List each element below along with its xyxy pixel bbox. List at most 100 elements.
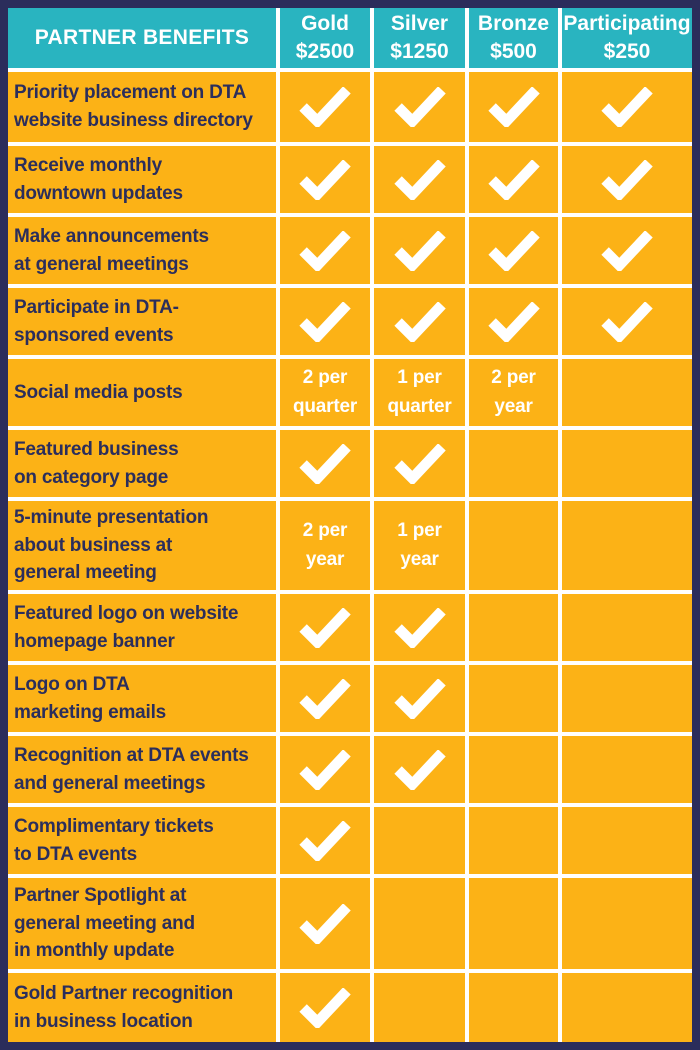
cell-r4-participating (562, 288, 692, 355)
tier-name: Gold (301, 12, 349, 36)
check-icon (487, 230, 540, 271)
benefit-monthly-updates: Receive monthly downtown updates (8, 146, 276, 213)
cell-r11-silver (374, 807, 465, 874)
check-icon (299, 678, 351, 719)
check-icon (601, 230, 653, 271)
cell-r7-gold: 2 per year (280, 501, 370, 590)
check-icon (393, 159, 446, 200)
cell-r9-participating (562, 665, 692, 732)
tier-header-silver: Silver $1250 (374, 8, 465, 68)
benefit-partner-spotlight: Partner Spotlight at general meeting and… (8, 878, 276, 969)
check-icon (393, 301, 446, 342)
cell-r4-gold (280, 288, 370, 355)
tier-header-participating: Participating $250 (562, 8, 692, 68)
cell-r10-bronze (469, 736, 558, 803)
check-icon (393, 678, 446, 719)
cell-r3-participating (562, 217, 692, 284)
benefit-announcements: Make announcements at general meetings (8, 217, 276, 284)
cell-r3-silver (374, 217, 465, 284)
cell-r13-participating (562, 973, 692, 1042)
cell-r4-silver (374, 288, 465, 355)
check-icon (601, 159, 653, 200)
cell-r10-silver (374, 736, 465, 803)
cell-r9-bronze (469, 665, 558, 732)
check-icon (601, 87, 653, 127)
check-icon (393, 749, 446, 790)
check-icon (299, 820, 351, 861)
check-icon (299, 230, 351, 271)
cell-r2-participating (562, 146, 692, 213)
benefits-header-label: PARTNER BENEFITS (34, 26, 250, 49)
cell-r9-gold (280, 665, 370, 732)
cell-r11-bronze (469, 807, 558, 874)
cell-r12-gold (280, 878, 370, 969)
tier-header-gold: Gold $2500 (280, 8, 370, 68)
check-icon (393, 87, 446, 127)
cell-r7-participating (562, 501, 692, 590)
check-icon (299, 607, 351, 648)
cell-r9-silver (374, 665, 465, 732)
cell-r8-bronze (469, 594, 558, 661)
cell-r11-gold (280, 807, 370, 874)
benefit-complimentary-tickets: Complimentary tickets to DTA events (8, 807, 276, 874)
check-icon (299, 443, 351, 484)
check-icon (299, 749, 351, 790)
benefit-priority-placement: Priority placement on DTA website busine… (8, 72, 276, 142)
check-icon (487, 159, 540, 200)
check-icon (299, 903, 351, 944)
cell-r13-silver (374, 973, 465, 1042)
cell-r13-gold (280, 973, 370, 1042)
cell-r12-participating (562, 878, 692, 969)
cell-r1-silver (374, 72, 465, 142)
cell-r8-participating (562, 594, 692, 661)
tier-header-bronze: Bronze $500 (469, 8, 558, 68)
cell-r10-participating (562, 736, 692, 803)
cell-r12-bronze (469, 878, 558, 969)
cell-r3-bronze (469, 217, 558, 284)
cell-r4-bronze (469, 288, 558, 355)
check-icon (299, 301, 351, 342)
check-icon (299, 87, 351, 127)
cell-r1-bronze (469, 72, 558, 142)
benefit-featured-business: Featured business on category page (8, 430, 276, 497)
check-icon (601, 301, 653, 342)
check-icon (393, 230, 446, 271)
cell-r5-bronze: 2 per year (469, 359, 558, 426)
benefit-homepage-banner: Featured logo on website homepage banner (8, 594, 276, 661)
check-icon (393, 607, 446, 648)
cell-r7-silver: 1 per year (374, 501, 465, 590)
check-icon (299, 987, 351, 1028)
cell-r5-participating (562, 359, 692, 426)
tier-price: $2500 (295, 40, 355, 63)
benefit-recognition-events: Recognition at DTA events and general me… (8, 736, 276, 803)
cell-r6-gold (280, 430, 370, 497)
cell-r6-bronze (469, 430, 558, 497)
cell-r5-gold: 2 per quarter (280, 359, 370, 426)
check-icon (393, 443, 446, 484)
tier-name: Participating (563, 12, 691, 36)
cell-r13-bronze (469, 973, 558, 1042)
cell-r12-silver (374, 878, 465, 969)
benefits-grid: PARTNER BENEFITS Gold $2500 Silver $1250… (8, 8, 692, 1042)
benefit-marketing-emails: Logo on DTA marketing emails (8, 665, 276, 732)
tier-name: Silver (390, 12, 449, 36)
benefit-social-media: Social media posts (8, 359, 276, 426)
benefit-presentation: 5-minute presentation about business at … (8, 501, 276, 590)
benefit-gold-recognition: Gold Partner recognition in business loc… (8, 973, 276, 1042)
cell-r1-participating (562, 72, 692, 142)
benefits-header-cell: PARTNER BENEFITS (8, 8, 276, 68)
cell-r3-gold (280, 217, 370, 284)
cell-r1-gold (280, 72, 370, 142)
check-icon (487, 301, 540, 342)
cell-r11-participating (562, 807, 692, 874)
check-icon (299, 159, 351, 200)
cell-r6-participating (562, 430, 692, 497)
cell-r2-silver (374, 146, 465, 213)
check-icon (487, 87, 540, 127)
tier-price: $500 (490, 40, 537, 63)
tier-price: $250 (603, 40, 651, 63)
cell-r6-silver (374, 430, 465, 497)
cell-r2-bronze (469, 146, 558, 213)
cell-r10-gold (280, 736, 370, 803)
